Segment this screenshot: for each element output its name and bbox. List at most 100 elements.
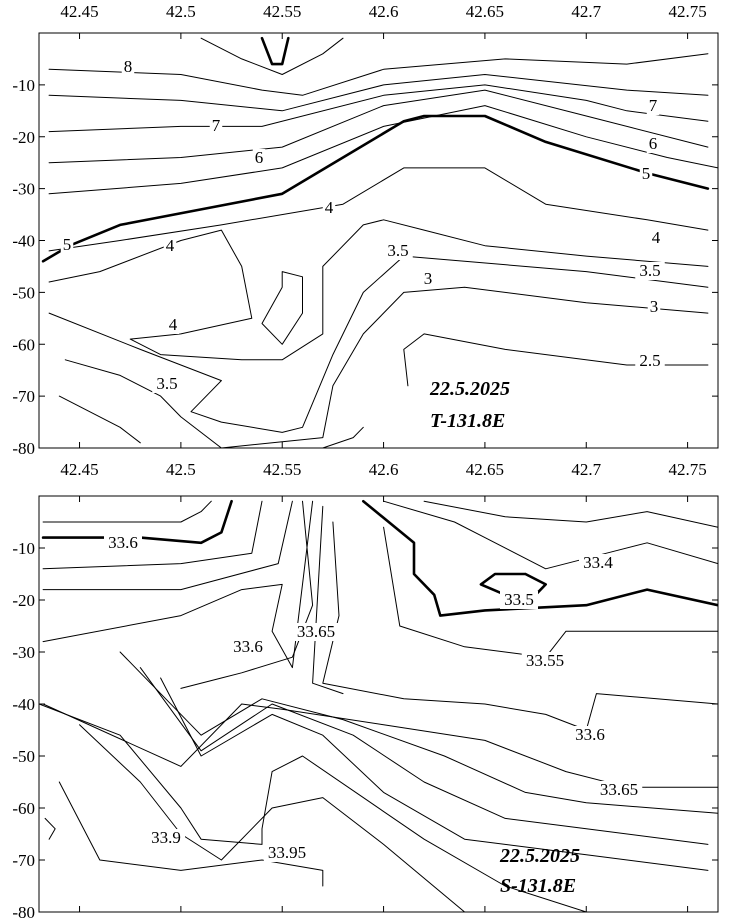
- contour-label-bg: [635, 262, 665, 280]
- contour-label: 33.6: [108, 533, 138, 552]
- y-tick-label: -60: [12, 799, 35, 818]
- contour-label: 33.95: [268, 843, 306, 862]
- contour-label: 3.5: [156, 374, 177, 393]
- x-tick-label: 42.55: [263, 2, 301, 21]
- y-tick-label: -80: [12, 439, 35, 458]
- isoline: [260, 36, 290, 66]
- isoline: [42, 500, 212, 523]
- isoline: [64, 286, 709, 448]
- isoline: [423, 500, 718, 528]
- contour-label: 33.55: [526, 651, 564, 670]
- isoline: [322, 521, 718, 731]
- contour-label: 33.6: [575, 725, 605, 744]
- contour-label: 3: [650, 297, 659, 316]
- temperature-panel: 42.45 42.5 42.55 42.6 42.65 42.7 42.75-10-20-3…: [12, 2, 719, 458]
- contour-label-bg: [649, 229, 663, 247]
- x-tick-label: 42.75: [668, 2, 706, 21]
- contour-label: 3: [424, 269, 433, 288]
- isoline: [42, 500, 293, 591]
- isoline: [44, 817, 56, 840]
- contour-label-bg: [263, 844, 311, 862]
- isoline: [48, 167, 709, 252]
- isoline: [160, 677, 709, 871]
- contour-label: 6: [255, 148, 264, 167]
- y-tick-label: -20: [12, 128, 35, 147]
- annotation-date: 22.5.2025: [499, 845, 580, 867]
- contour-label-bg: [579, 554, 617, 572]
- y-tick-label: -40: [12, 232, 35, 251]
- y-tick-label: -30: [12, 180, 35, 199]
- contour-label: 6: [649, 134, 658, 153]
- contour-label-bg: [104, 534, 142, 552]
- x-tick-label: 42.55: [263, 460, 301, 479]
- isoline: [42, 500, 314, 669]
- y-tick-label: -60: [12, 335, 35, 354]
- salinity-panel: 42.45 42.5 42.55 42.6 42.65 42.7 42.75 -10 -20 -3…: [12, 460, 719, 922]
- isoline: [383, 500, 718, 570]
- x-tick-label: 42.45: [60, 460, 98, 479]
- isoline: [48, 74, 709, 112]
- contour-label-bg: [163, 237, 177, 255]
- contour-label-bg: [292, 623, 340, 641]
- contour-label-bg: [646, 97, 660, 115]
- y-tick-label: -10: [12, 539, 35, 558]
- isoline: [200, 37, 344, 75]
- contour-label: 8: [124, 57, 133, 76]
- y-tick-label: -50: [12, 283, 35, 302]
- isoline: [58, 395, 141, 444]
- isoline: [48, 255, 709, 433]
- y-tick-label: -40: [12, 695, 35, 714]
- contour-label-bg: [500, 591, 538, 609]
- x-tick-label: 42.75: [668, 460, 706, 479]
- isoline: [362, 499, 718, 617]
- contour-label: 4: [652, 228, 661, 247]
- isoline: [261, 271, 303, 345]
- isoline: [41, 114, 710, 263]
- y-tick-label: -20: [12, 591, 35, 610]
- contour-label: 3.5: [639, 261, 660, 280]
- isolines: [39, 499, 718, 912]
- isoline: [48, 53, 709, 96]
- isoline: [119, 651, 718, 814]
- x-tick-label: 42.45: [60, 2, 98, 21]
- y-tick-label: -30: [12, 643, 35, 662]
- annotation-section: T-131.8E: [430, 410, 505, 432]
- contour-label: 33.4: [583, 553, 613, 572]
- isoline: [383, 526, 718, 658]
- x-tick-label: 42.65: [466, 460, 504, 479]
- x-tick-label: 42.7: [571, 460, 601, 479]
- isoline: [312, 505, 344, 695]
- contour-label: 4: [169, 315, 178, 334]
- contour-label-bg: [229, 638, 267, 656]
- isolines: [41, 36, 718, 448]
- isoline: [58, 781, 324, 887]
- contour-label-bg: [521, 652, 569, 670]
- contour-label-bg: [647, 298, 661, 316]
- y-tick-label: -50: [12, 747, 35, 766]
- contour-label: 5: [642, 164, 651, 183]
- contour-label: 33.65: [600, 780, 638, 799]
- y-tick-label: -80: [12, 903, 35, 922]
- annotation-section: S-131.8E: [500, 875, 576, 897]
- contour-label: 7: [212, 116, 221, 135]
- contour-label-bg: [166, 316, 180, 334]
- contour-label: 4: [325, 198, 334, 217]
- contour-label-bg: [147, 829, 185, 847]
- contour-label: 5: [63, 235, 72, 254]
- isoline: [48, 219, 709, 361]
- isoline: [42, 703, 718, 788]
- isoline: [48, 89, 709, 164]
- contour-label-bg: [635, 352, 665, 370]
- contour-label-bg: [421, 270, 435, 288]
- contour-label: 33.5: [504, 590, 534, 609]
- contour-label-bg: [252, 149, 266, 167]
- isoline: [48, 84, 709, 133]
- contour-label: 33.9: [151, 828, 181, 847]
- contour-label-bg: [571, 726, 609, 744]
- x-tick-label: 42.6: [369, 460, 399, 479]
- contour-label: 7: [649, 96, 658, 115]
- contour-label: 4: [166, 236, 175, 255]
- isoline: [39, 703, 587, 912]
- isoline: [322, 426, 364, 448]
